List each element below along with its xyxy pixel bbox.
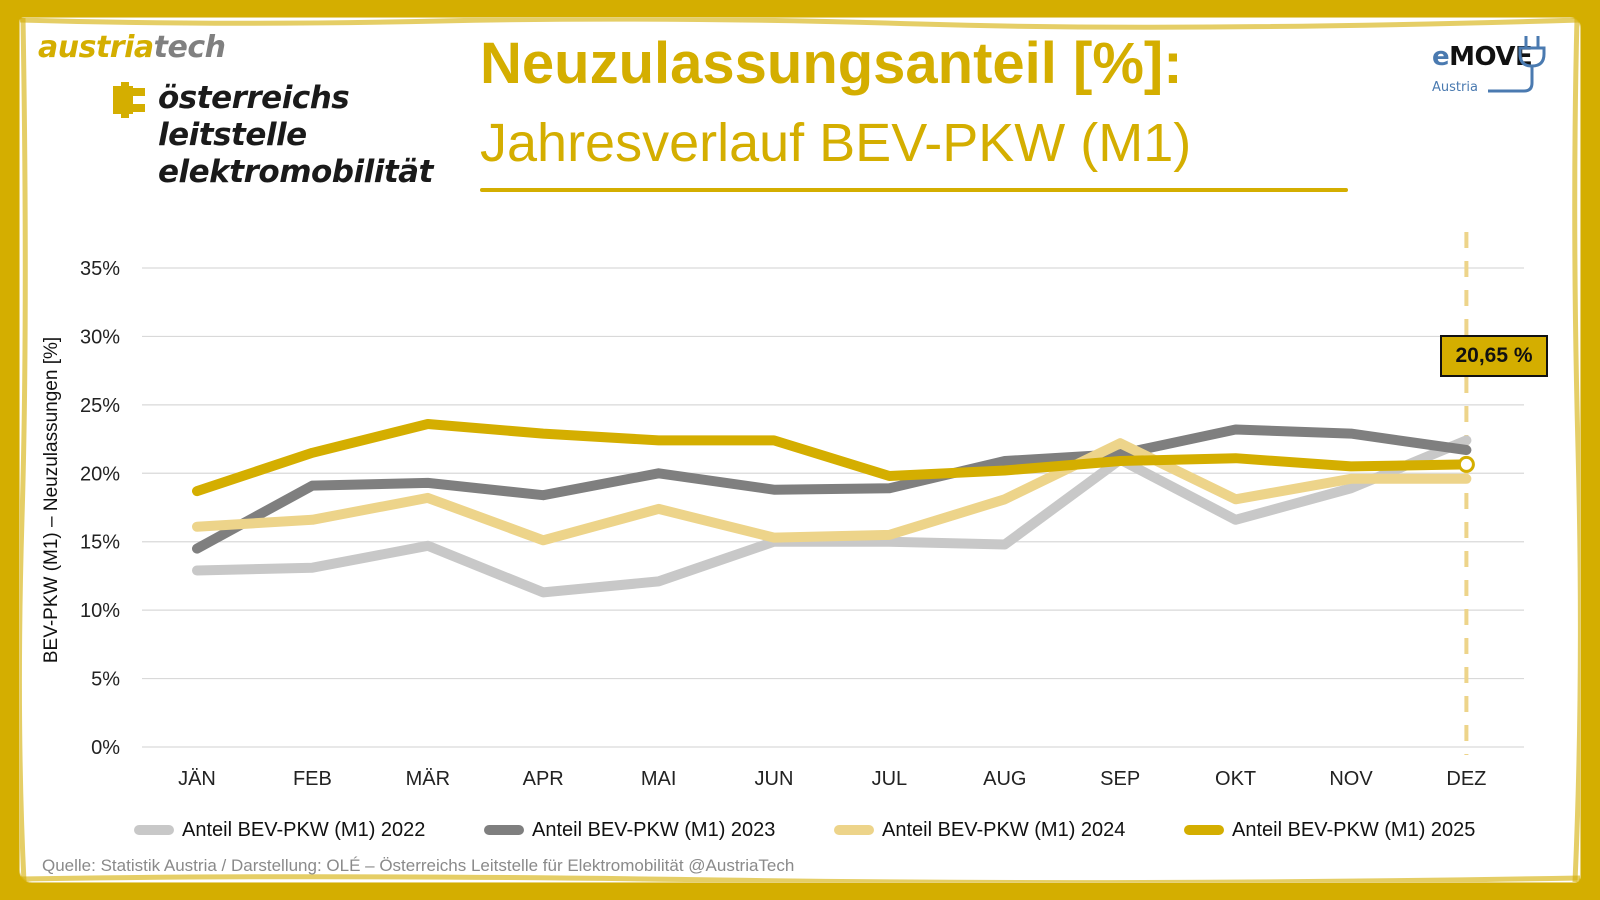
emove-plug-icon (1488, 36, 1546, 93)
x-tick-label: JÄN (178, 768, 216, 790)
legend-label-2023: Anteil BEV-PKW (M1) 2023 (532, 818, 776, 841)
plug-icon (113, 82, 145, 118)
legend-label-2024: Anteil BEV-PKW (M1) 2024 (882, 818, 1126, 841)
x-tick-label: SEP (1100, 768, 1140, 790)
annotation-callout: 20,65 % (1440, 335, 1548, 377)
y-tick-label: 25% (80, 395, 120, 417)
x-tick-label: JUN (755, 768, 794, 790)
series-line-2025 (192, 419, 1472, 497)
y-tick-label: 35% (80, 258, 120, 280)
x-tick-label: MÄR (406, 768, 450, 790)
legend-swatch-2022 (134, 825, 174, 835)
legend-label-2022: Anteil BEV-PKW (M1) 2022 (182, 818, 426, 841)
legend-swatch-2025 (1184, 825, 1224, 835)
austriatech-logo: austriatech (38, 30, 226, 65)
x-tick-label: DEZ (1446, 768, 1486, 790)
logo-text-tech: tech (153, 30, 226, 65)
y-axis-ticks: 0% 5% 10% 15% 20% 25% 30% 35% (80, 258, 120, 759)
ole-line-3: elektromobilität (158, 154, 433, 190)
page-title: Neuzulassungsanteil [%]: (480, 31, 1183, 96)
x-tick-label: NOV (1329, 768, 1373, 790)
gridlines (142, 267, 1524, 748)
x-tick-label: OKT (1215, 768, 1256, 790)
y-tick-label: 15% (80, 532, 120, 554)
emove-austria: Austria (1432, 80, 1478, 95)
legend-item-2025: Anteil BEV-PKW (M1) 2025 (1184, 815, 1534, 845)
x-tick-label: APR (523, 768, 564, 790)
x-axis-ticks: JÄN FEB MÄR APR MAI JUN JUL AUG SEP OKT NOV DEZ (178, 768, 1486, 790)
source-note: Quelle: Statistik Austria / Darstellung:… (42, 856, 795, 875)
annotation-point (1457, 455, 1475, 473)
y-tick-label: 5% (91, 669, 120, 691)
title-underline (480, 188, 1348, 192)
legend-label-2025: Anteil BEV-PKW (M1) 2025 (1232, 818, 1476, 841)
emove-logo: eMOVE Austria (1428, 30, 1578, 100)
logo-text-austria: austria (38, 30, 154, 65)
legend-item-2022: Anteil BEV-PKW (M1) 2022 (134, 815, 484, 845)
chart-legend: Anteil BEV-PKW (M1) 2022 Anteil BEV-PKW … (134, 815, 1534, 845)
x-tick-label: AUG (983, 768, 1026, 790)
series-line-2024 (192, 438, 1472, 546)
y-tick-label: 10% (80, 600, 120, 622)
annotation-label: 20,65 % (1455, 344, 1533, 367)
y-tick-label: 0% (91, 737, 120, 759)
x-tick-label: MAI (641, 768, 677, 790)
legend-swatch-2024 (834, 825, 874, 835)
series-lines (192, 419, 1472, 598)
series-line-2023 (192, 424, 1472, 554)
series-line-2022 (192, 435, 1472, 598)
ole-line-2: leitstelle (158, 117, 307, 153)
legend-item-2024: Anteil BEV-PKW (M1) 2024 (834, 815, 1184, 845)
y-tick-label: 30% (80, 326, 120, 348)
ole-logo: österreichs leitstelle elektromobilität (158, 80, 433, 191)
emove-e: e (1432, 42, 1450, 72)
legend-swatch-2023 (484, 825, 524, 835)
y-axis-title: BEV-PKW (M1) – Neuzulassungen [%] (41, 337, 62, 663)
ole-line-1: österreichs (158, 80, 350, 116)
page-subtitle: Jahresverlauf BEV-PKW (M1) (480, 113, 1192, 173)
y-tick-label: 20% (80, 463, 120, 485)
x-tick-label: JUL (872, 768, 908, 790)
legend-item-2023: Anteil BEV-PKW (M1) 2023 (484, 815, 834, 845)
x-tick-label: FEB (293, 768, 332, 790)
